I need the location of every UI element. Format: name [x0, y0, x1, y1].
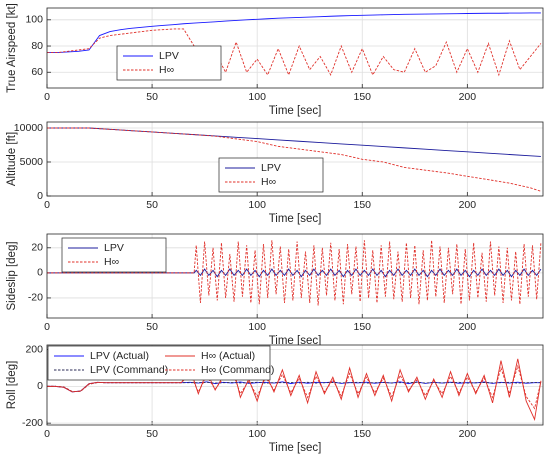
- x-tick-label: 100: [248, 321, 266, 333]
- x-tick-label: 150: [353, 428, 371, 440]
- series-line: [47, 364, 542, 410]
- y-tick-label: 0: [37, 380, 43, 392]
- legend-box: [47, 345, 271, 381]
- subplot: 0 50 100 150 200 -20 0 20 Time [sec] Sideslip [de…: [6, 233, 544, 347]
- x-tick-label: 0: [44, 321, 50, 333]
- y-tick-label: 200: [25, 343, 43, 355]
- x-tick-label: 200: [459, 428, 477, 440]
- y-tick-label: 100: [25, 14, 43, 26]
- legend-box: [61, 237, 167, 273]
- x-tick-label: 50: [146, 428, 158, 440]
- legend-label: LPV: [159, 50, 179, 62]
- x-tick-label: 0: [44, 199, 50, 211]
- subplot: 0 50 100 150 200 0 5000 10000 Time [sec] Altitude…: [6, 121, 544, 225]
- series-line: [47, 240, 542, 306]
- x-tick-label: 150: [353, 199, 371, 211]
- series-line: [47, 381, 541, 392]
- x-tick-label: 50: [146, 321, 158, 333]
- series-line: [47, 12, 541, 54]
- legend-label: H∞: [261, 176, 276, 188]
- y-tick-label: 60: [31, 66, 43, 78]
- x-tick-label: 50: [146, 199, 158, 211]
- y-axis-label: True Airspeed [kt]: [6, 3, 18, 93]
- y-tick-label: 0: [37, 190, 43, 202]
- y-axis-label: Roll [deg]: [6, 361, 18, 410]
- x-tick-label: 100: [248, 428, 266, 440]
- y-tick-label: 20: [31, 242, 43, 254]
- y-tick-label: -20: [28, 292, 43, 304]
- y-tick-label: 5000: [20, 156, 44, 168]
- x-tick-label: 200: [459, 321, 477, 333]
- x-tick-label: 200: [459, 199, 477, 211]
- legend-label: H∞: [159, 64, 174, 76]
- y-tick-label: 0: [37, 267, 43, 279]
- plot-frame: [46, 233, 544, 319]
- legend: LPV H∞: [61, 237, 167, 273]
- x-tick-label: 100: [248, 199, 266, 211]
- x-tick-label: 100: [248, 91, 266, 103]
- legend-label: LPV (Actual): [90, 350, 149, 362]
- legend-label: H∞ (Actual): [201, 350, 255, 362]
- plot-frame: [46, 121, 544, 197]
- plot-frame: [46, 7, 544, 89]
- legend-label: H∞ (Command): [201, 364, 274, 376]
- x-axis-label: Time [sec]: [269, 335, 322, 347]
- legend: LPV H∞: [218, 157, 324, 193]
- series-line: [47, 127, 542, 192]
- legend-label: LPV: [261, 162, 281, 174]
- x-tick-label: 150: [353, 91, 371, 103]
- legend-label: H∞: [104, 256, 119, 268]
- y-tick-label: 10000: [14, 122, 43, 134]
- x-tick-label: 50: [146, 91, 158, 103]
- x-axis-label: Time [sec]: [269, 442, 322, 454]
- x-tick-label: 150: [353, 321, 371, 333]
- x-tick-label: 200: [459, 91, 477, 103]
- x-axis-label: Time [sec]: [269, 105, 322, 117]
- y-tick-label: -200: [22, 417, 43, 429]
- legend: LPV (Actual) H∞ (Actual) LPV (Command) H∞ (…: [47, 345, 274, 381]
- series-line: [47, 268, 542, 278]
- legend-label: LPV: [104, 242, 124, 254]
- legend-box: [218, 157, 324, 193]
- series-line: [47, 28, 542, 77]
- y-axis-label: Altitude [ft]: [6, 132, 18, 186]
- legend-label: LPV (Command): [90, 364, 168, 376]
- legend: LPV H∞: [116, 45, 222, 81]
- x-tick-label: 0: [44, 91, 50, 103]
- plot-frame: [46, 344, 544, 426]
- legend-box: [116, 45, 222, 81]
- series-line: [47, 358, 542, 422]
- x-tick-label: 0: [44, 428, 50, 440]
- x-axis-label: Time [sec]: [269, 213, 322, 225]
- y-axis-label: Sideslip [deg]: [6, 241, 18, 310]
- y-tick-label: 80: [31, 40, 43, 52]
